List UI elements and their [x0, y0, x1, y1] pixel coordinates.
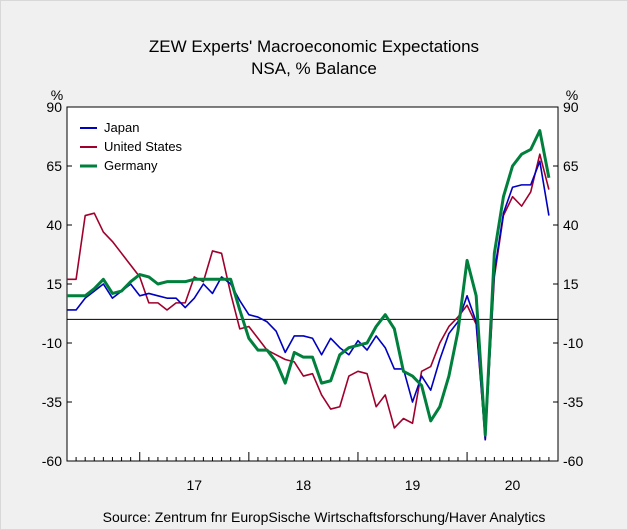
y-tick-label-right: -10: [563, 335, 583, 351]
y-tick-label-left: 40: [46, 217, 62, 233]
series-line-germany: [67, 129, 551, 437]
y-tick-label-left: -60: [42, 453, 62, 469]
source-note: Source: Zentrum fnr EuropSische Wirtscha…: [103, 509, 546, 525]
x-year-label: 20: [505, 477, 521, 493]
series-line-united-states: [67, 153, 550, 441]
y-tick-label-left: 15: [46, 276, 62, 292]
legend-label-united-states: United States: [104, 139, 183, 154]
legend-label-germany: Germany: [104, 158, 158, 173]
chart-title: ZEW Experts' Macroeconomic Expectations: [149, 37, 479, 56]
series-line-japan: [67, 160, 550, 441]
chart-subtitle: NSA, % Balance: [251, 59, 377, 78]
left-unit-label: %: [51, 87, 63, 103]
right-unit-label: %: [566, 87, 578, 103]
y-tick-label-right: -35: [563, 394, 583, 410]
series-lines: [67, 129, 551, 441]
y-tick-label-left: 90: [46, 99, 62, 115]
y-axis: -60 -60 -35 -35 -10 -10 15 15 40 40 65 65 90 90: [42, 99, 584, 469]
y-tick-label-right: 90: [563, 99, 579, 115]
x-year-label: 17: [187, 477, 203, 493]
y-tick-label-left: -35: [42, 394, 62, 410]
y-tick-label-right: 40: [563, 217, 579, 233]
y-tick-label-right: 15: [563, 276, 579, 292]
y-tick-label-right: -60: [563, 453, 583, 469]
legend: Japan United States Germany: [80, 120, 183, 173]
x-year-label: 19: [405, 477, 421, 493]
x-axis: 17 18 19 20: [75, 452, 550, 493]
x-year-label: 18: [296, 477, 312, 493]
y-tick-label-right: 65: [563, 158, 579, 174]
y-tick-label-left: 65: [46, 158, 62, 174]
legend-label-japan: Japan: [104, 120, 139, 135]
y-tick-label-left: -10: [42, 335, 62, 351]
